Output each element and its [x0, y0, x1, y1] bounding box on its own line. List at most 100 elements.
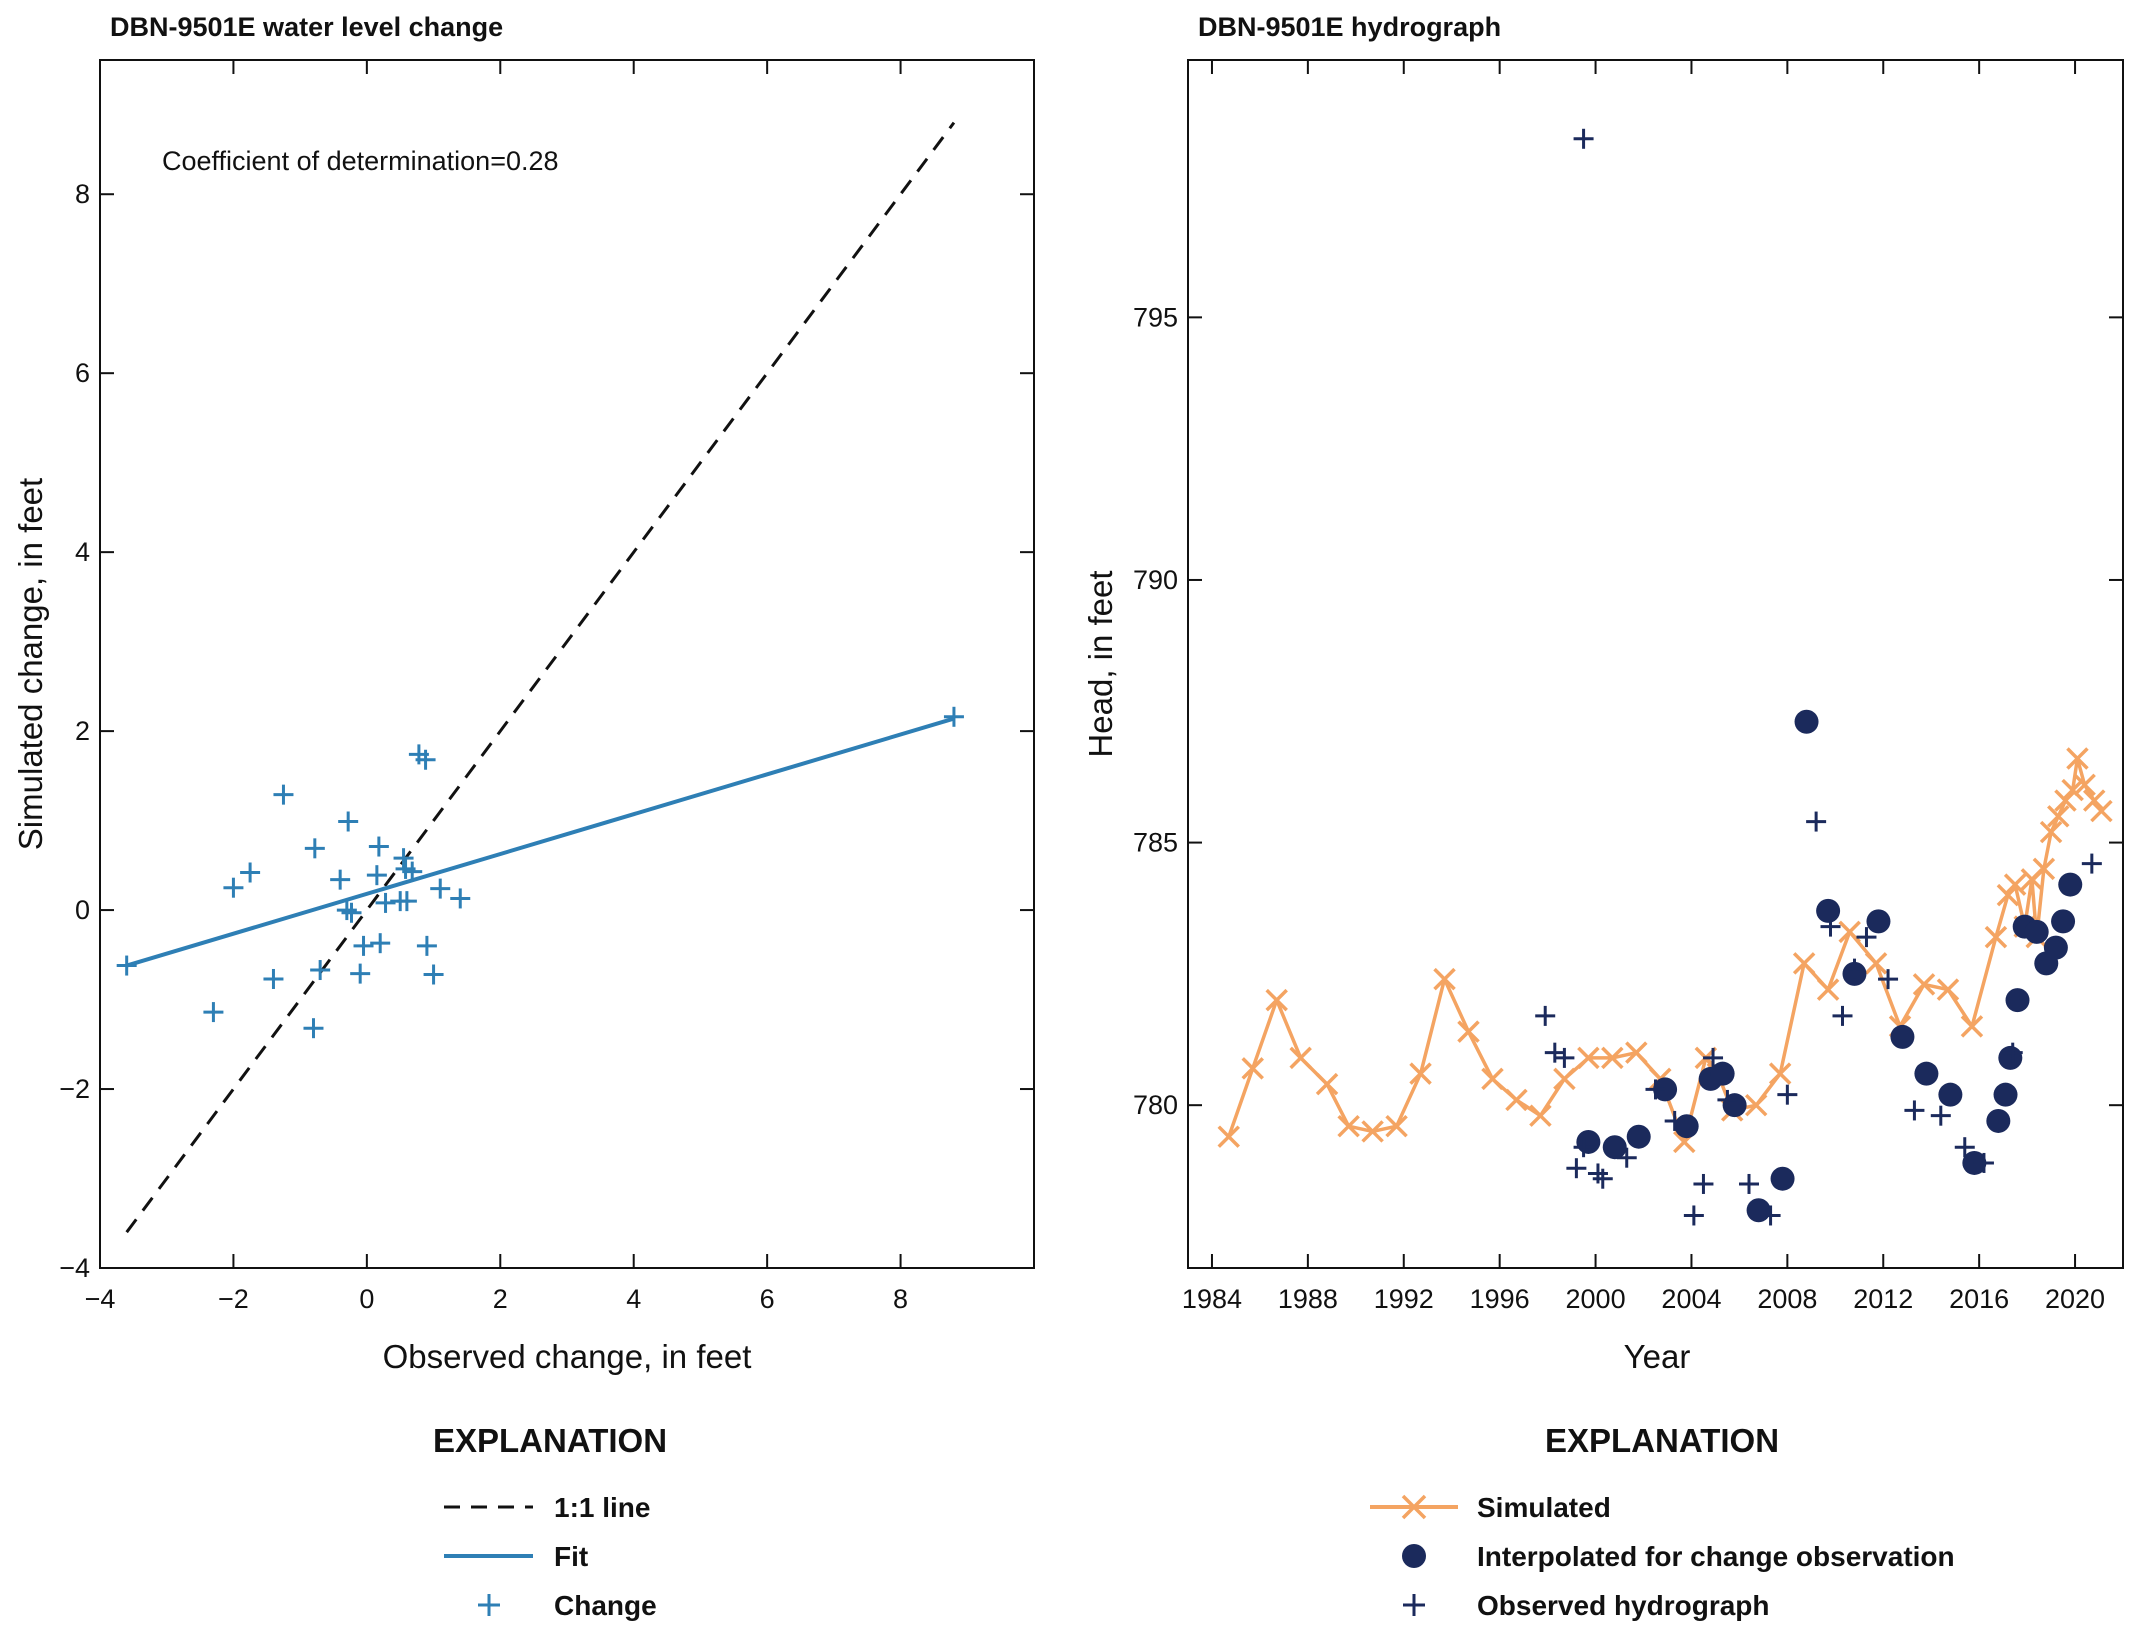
legend-change-label: Change	[554, 1590, 657, 1621]
legend-interpolated-label: Interpolated for change observation	[1477, 1541, 1955, 1572]
observed-point	[1703, 1047, 1724, 1068]
interpolated-point	[1674, 1114, 1699, 1139]
interpolated-point	[1986, 1108, 2011, 1133]
change-point	[223, 877, 244, 898]
right-legend-heading: EXPLANATION	[1545, 1422, 1779, 1459]
simulated-point	[1838, 920, 1861, 944]
right-y-axis-label: Head, in feet	[1082, 570, 1119, 757]
simulated-point	[1768, 1062, 1792, 1085]
observed-point	[2081, 853, 2102, 874]
interpolated-point	[1602, 1135, 1627, 1160]
observed-point	[1717, 1089, 1738, 1110]
simulated-point	[1337, 1114, 1360, 1138]
legend-one-to-one-label: 1:1 line	[554, 1492, 650, 1523]
left-chart-marks	[116, 121, 964, 1234]
right-axis-ticks: 1984 1988 1992 1996 2000 2004 2008 2012 2016 2020…	[1133, 60, 2123, 1314]
simulated-point	[1217, 1125, 1240, 1148]
observed-point	[1806, 811, 1827, 832]
left-y-tick-label: 2	[75, 716, 90, 746]
observed-point	[1832, 1005, 1853, 1026]
simulated-point	[2003, 873, 2027, 896]
simulated-point	[1241, 1057, 1264, 1080]
change-point	[116, 955, 137, 976]
left-x-tick-label: 8	[893, 1284, 908, 1314]
interpolated-point	[1938, 1082, 1963, 1107]
left-axis-ticks: −4 −2 0 2 4 6 8 −4 −2 0 2 4 6 8	[59, 60, 1034, 1314]
change-point	[396, 891, 417, 912]
interpolated-point	[1576, 1129, 1601, 1154]
observed-point	[1554, 1047, 1575, 1068]
simulated-point	[2066, 747, 2089, 770]
right-x-tick-label: 2012	[1853, 1284, 1913, 1314]
observed-point	[1664, 1110, 1685, 1131]
right-chart-marks	[1217, 128, 2113, 1226]
change-point	[273, 784, 294, 805]
left-y-tick-label: 0	[75, 895, 90, 925]
change-point	[450, 888, 471, 909]
simulated-point	[1601, 1046, 1624, 1070]
observed-point	[1739, 1173, 1759, 1194]
simulated-point	[1289, 1046, 1312, 1070]
simulated-point	[1960, 1015, 1984, 1038]
observed-point	[1535, 1005, 1556, 1026]
observed-point	[1820, 916, 1841, 937]
simulated-point	[2082, 789, 2106, 812]
interpolated-point	[1866, 909, 1891, 934]
simulated-point	[1936, 978, 1960, 1001]
water-level-change-panel: DBN-9501E water level change −4 −2 0 2 4 6 8−4…	[12, 12, 1035, 1375]
simulated-point	[1433, 967, 1456, 991]
simulated-point	[1505, 1088, 1528, 1112]
right-x-tick-label: 1988	[1278, 1284, 1338, 1314]
simulated-point	[1984, 925, 2008, 949]
change-point	[368, 836, 389, 857]
observed-point	[1683, 1205, 1704, 1226]
observed-point	[1844, 958, 1865, 979]
legend-observed-swatch	[1403, 1594, 1425, 1616]
simulated-point	[1385, 1114, 1408, 1138]
simulated-point	[1792, 952, 1816, 975]
change-point	[310, 960, 331, 981]
right-x-axis-label: Year	[1624, 1338, 1691, 1375]
left-x-axis-label: Observed change, in feet	[383, 1338, 752, 1375]
simulated-point	[1996, 883, 2020, 907]
change-point	[393, 848, 414, 869]
simulated-point	[1744, 1093, 1768, 1117]
interpolated-point	[2024, 919, 2049, 944]
simulated-point	[1265, 988, 1288, 1012]
simulated-point	[2073, 773, 2096, 797]
simulated-point	[2032, 857, 2056, 881]
observed-point	[1544, 1042, 1565, 1063]
fit-line	[126, 716, 955, 968]
observed-point	[1573, 1137, 1594, 1158]
interpolated-point	[2051, 909, 2076, 934]
one-to-one-line	[125, 121, 956, 1234]
left-y-tick-label: −2	[59, 1074, 90, 1104]
observed-point	[1566, 1158, 1587, 1179]
simulated-point	[1625, 1041, 1648, 1064]
simulated-line	[1227, 756, 2103, 1144]
left-x-tick-label: 2	[493, 1284, 508, 1314]
change-point	[336, 900, 357, 921]
change-point	[402, 861, 423, 882]
observed-point	[1856, 927, 1877, 948]
interpolated-point	[1770, 1166, 1795, 1191]
observed-point	[1878, 969, 1899, 990]
simulated-point	[1481, 1067, 1504, 1091]
interpolated-point	[1914, 1061, 1939, 1086]
simulated-point	[2090, 799, 2113, 823]
simulated-point	[1577, 1046, 1600, 1070]
observed-point	[1645, 1079, 1666, 1100]
change-point	[303, 1018, 324, 1039]
right-y-tick-label: 780	[1133, 1090, 1178, 1120]
observed-point	[1930, 1105, 1951, 1126]
change-point	[304, 838, 325, 859]
change-point	[366, 865, 387, 886]
change-point	[353, 935, 374, 956]
change-point	[263, 968, 284, 989]
simulated-point	[1315, 1072, 1339, 1096]
change-point	[423, 964, 444, 985]
observed-point	[1616, 1147, 1637, 1168]
interpolated-point	[1890, 1024, 1915, 1049]
right-y-tick-label: 790	[1133, 565, 1178, 595]
interpolated-point	[1998, 1045, 2023, 1070]
